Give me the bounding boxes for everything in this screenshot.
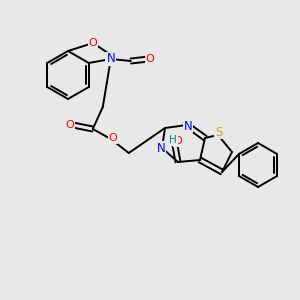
Text: O: O — [146, 54, 154, 64]
Text: S: S — [215, 125, 223, 139]
Text: H: H — [169, 135, 177, 145]
Text: N: N — [106, 52, 115, 65]
Text: O: O — [108, 133, 117, 143]
Text: O: O — [65, 120, 74, 130]
Text: N: N — [157, 142, 165, 154]
Text: O: O — [88, 38, 98, 48]
Text: O: O — [174, 136, 182, 146]
Text: N: N — [184, 119, 192, 133]
